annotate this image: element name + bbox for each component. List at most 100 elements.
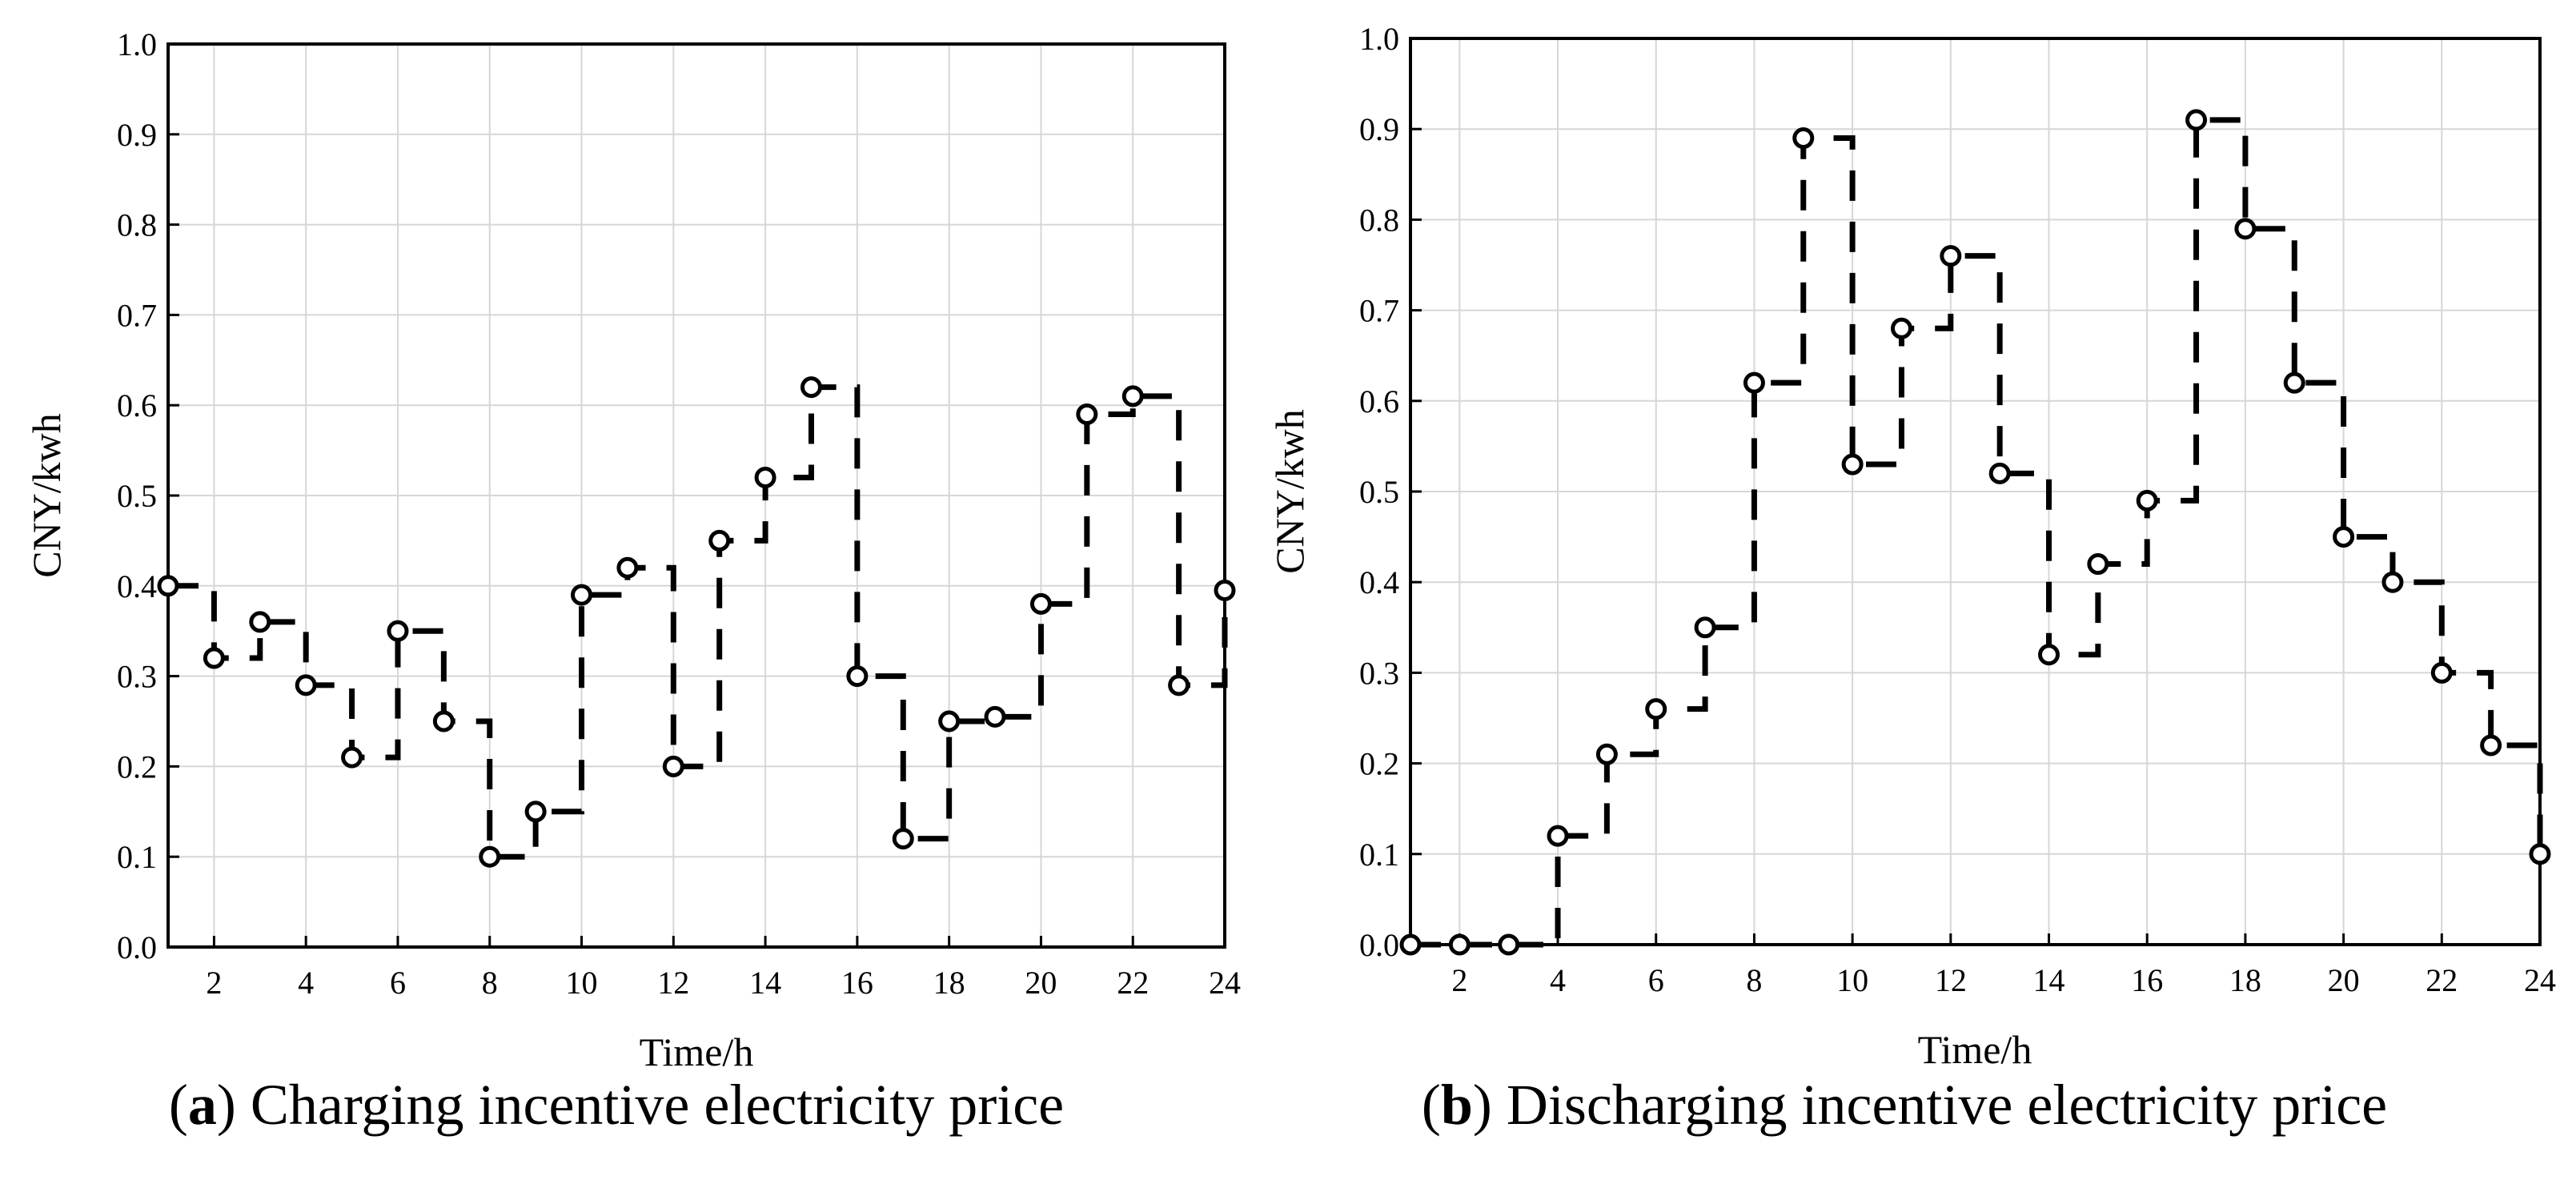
pa-ytick-label-6: 0.6	[117, 387, 157, 423]
pb-ytick-label-5: 0.5	[1359, 474, 1399, 510]
pb-xtick-label-6: 14	[2033, 962, 2065, 998]
pb-ytick-label-4: 0.4	[1359, 564, 1399, 600]
pa-ytick-label-5: 0.5	[117, 478, 157, 514]
pb-xtick-label-5: 12	[1935, 962, 1967, 998]
pb-point-21	[2381, 571, 2404, 593]
pa-point-4	[295, 674, 317, 696]
pa-point-1	[157, 575, 179, 597]
pb-ytick-label-3: 0.3	[1359, 655, 1399, 691]
pa-point-13	[708, 529, 731, 552]
pa-xtick-label-2: 6	[390, 965, 406, 1001]
pa-point-2	[203, 647, 225, 669]
pa-xtick-label-1: 4	[298, 965, 314, 1001]
pb-ytick-label-9: 0.9	[1359, 111, 1399, 147]
pb-point-9	[1792, 127, 1815, 150]
pb-series-step-line	[1410, 117, 2543, 948]
pb-xtick-label-3: 8	[1746, 962, 1762, 998]
pa-point-24	[1214, 579, 1236, 601]
pa-point-9	[524, 801, 547, 823]
pb-point-2	[1448, 933, 1471, 956]
pa-ytick-label-3: 0.3	[117, 659, 157, 695]
pa-point-23	[1168, 674, 1190, 696]
pb-ytick-label-6: 0.6	[1359, 383, 1399, 419]
pb-point-10	[1841, 453, 1864, 476]
caption-a: (a) Charging incentive electricity price	[168, 1073, 1065, 1137]
pb-xtick-label-8: 18	[2229, 962, 2261, 998]
pa-point-11	[616, 556, 639, 579]
pa-point-15	[800, 376, 822, 399]
pb-point-14	[2038, 644, 2060, 666]
pb-point-15	[2087, 553, 2109, 576]
pa-ytick-label-7: 0.7	[117, 297, 157, 333]
pb-point-19	[2283, 371, 2305, 394]
pa-xtick-label-4: 10	[566, 965, 598, 1001]
pb-point-12	[1940, 245, 1962, 267]
caption-a-letter: a	[187, 1073, 217, 1137]
pa-ytick-label-10: 1.0	[117, 26, 157, 62]
pa-point-12	[662, 755, 684, 777]
pb-ytick-label-7: 0.7	[1359, 293, 1399, 329]
pa-ytick-label-1: 0.1	[117, 839, 157, 875]
pb-point-5	[1595, 743, 1618, 765]
pa-ytick-label-8: 0.8	[117, 207, 157, 243]
pa-point-5	[341, 746, 363, 769]
pb-xtick-label-9: 20	[2328, 962, 2360, 998]
pa-point-7	[432, 710, 455, 732]
pa-point-10	[571, 584, 593, 606]
pb-point-4	[1547, 825, 1569, 847]
pb-point-13	[1988, 462, 2011, 484]
pa-xtick-label-10: 22	[1117, 965, 1149, 1001]
caption-b-text: Discharging incentive electricity price	[1506, 1073, 2388, 1137]
pb-xtick-label-10: 22	[2426, 962, 2458, 998]
pa-point-6	[387, 620, 409, 642]
pb-xtick-label-7: 16	[2131, 962, 2163, 998]
pa-xtick-label-7: 16	[841, 965, 873, 1001]
pa-point-14	[754, 466, 776, 488]
pb-point-7	[1694, 616, 1716, 639]
pa-series-step-line	[168, 384, 1228, 860]
pa-xtick-label-6: 14	[749, 965, 781, 1001]
pb-point-8	[1743, 371, 1765, 394]
pa-point-18	[938, 710, 961, 732]
pa-ytick-label-2: 0.2	[117, 749, 157, 785]
pb-point-20	[2333, 526, 2355, 548]
pb-point-3	[1498, 933, 1520, 956]
pb-ytick-label-8: 0.8	[1359, 202, 1399, 238]
pa-point-3	[249, 611, 271, 633]
pb-xlabel: Time/h	[1918, 1027, 2032, 1072]
pb-point-23	[2480, 734, 2502, 757]
pb-point-11	[1890, 317, 1912, 339]
pa-point-16	[846, 665, 869, 688]
pb-xtick-label-4: 10	[1836, 962, 1868, 998]
pa-ylabel: CNY/kwh	[24, 413, 69, 578]
pa-ytick-label-9: 0.9	[117, 117, 157, 153]
pb-ylabel: CNY/kwh	[1267, 409, 1312, 574]
caption-b-letter: b	[1440, 1073, 1473, 1137]
pb-xtick-label-2: 6	[1648, 962, 1664, 998]
pa-xtick-label-0: 2	[206, 965, 222, 1001]
pb-point-24	[2529, 843, 2551, 865]
pa-xtick-label-5: 12	[657, 965, 689, 1001]
pb-point-6	[1645, 698, 1667, 720]
pb-ytick-label-10: 1.0	[1359, 21, 1399, 57]
pb-xtick-label-0: 2	[1451, 962, 1467, 998]
pb-point-16	[2136, 489, 2158, 512]
pb-xtick-label-11: 24	[2524, 962, 2556, 998]
pa-xtick-label-8: 18	[933, 965, 965, 1001]
chart-panel-b: 0.00.10.20.30.40.50.60.70.80.91.02 4 6 8 10 1…	[1267, 21, 2556, 1072]
pb-point-22	[2430, 661, 2453, 684]
pb-point-18	[2234, 218, 2257, 240]
pa-point-20	[1029, 592, 1052, 615]
pa-xtick-label-3: 8	[482, 965, 498, 1001]
pa-ytick-label-0: 0.0	[117, 929, 157, 965]
pb-ytick-label-2: 0.2	[1359, 746, 1399, 782]
pb-point-1	[1399, 933, 1422, 956]
pb-xtick-label-1: 4	[1550, 962, 1566, 998]
pa-xtick-label-9: 20	[1025, 965, 1057, 1001]
pa-point-22	[1121, 385, 1144, 407]
pa-xlabel: Time/h	[640, 1029, 754, 1074]
pb-point-17	[2185, 109, 2208, 131]
pa-point-17	[892, 828, 914, 850]
caption-a-text: Charging incentive electricity price	[250, 1073, 1065, 1137]
